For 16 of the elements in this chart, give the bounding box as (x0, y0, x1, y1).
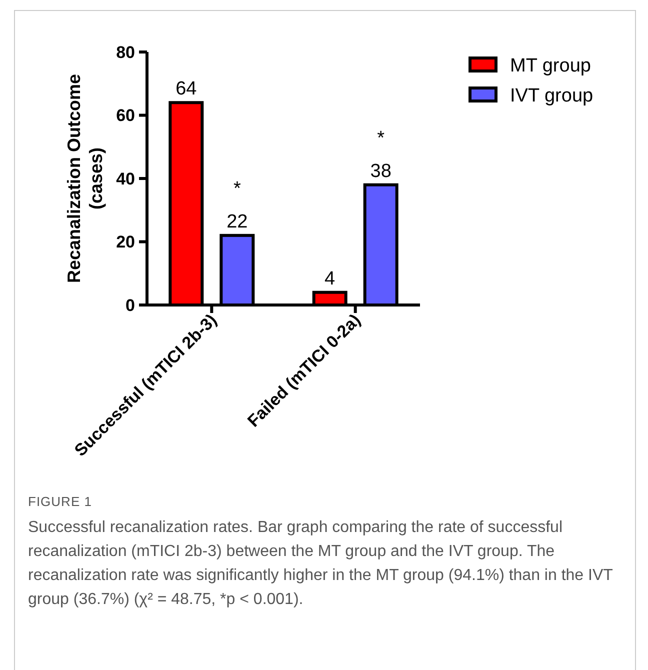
y-tick-label: 20 (116, 232, 135, 252)
legend-label: IVT group (510, 86, 594, 107)
caption: FIGURE 1 (28, 493, 93, 511)
y-tick-label: 40 (116, 169, 135, 188)
data-label: 38 (370, 160, 392, 182)
text: Successful recanalization rates. Bar graph comparing the rate of successful recanalization (mTICI 2b-3) between the MT group and the IVT group. The recanalization rate was significantly higher in the MT group (94.1%) than in the IVT group (36.7%) (χ² = 48.75, *p < 0.001). (28, 518, 614, 610)
annotation: * (377, 128, 386, 150)
y-tick-label: 60 (116, 106, 135, 126)
legend-label: MT group (510, 56, 591, 77)
data-label: 4 (324, 268, 336, 290)
data-label: 22 (226, 211, 248, 232)
y-axis-title: Recanalization Outcome (cases) (64, 74, 106, 284)
y-tick-label: 80 (116, 42, 135, 62)
annotation: * (233, 178, 242, 200)
data-label: 64 (176, 78, 198, 100)
y-tick-label: 0 (126, 296, 135, 315)
